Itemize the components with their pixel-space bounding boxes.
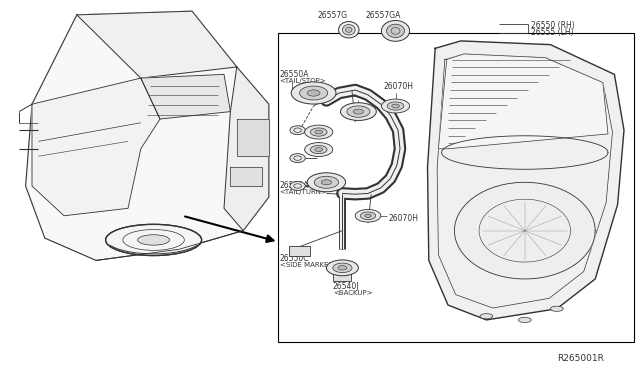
Ellipse shape [290, 126, 305, 135]
Ellipse shape [305, 125, 333, 139]
Text: <SIDE MARKER>: <SIDE MARKER> [280, 262, 339, 268]
Ellipse shape [310, 128, 327, 136]
Polygon shape [26, 11, 269, 260]
Ellipse shape [315, 130, 323, 134]
Text: 26555 (LH): 26555 (LH) [531, 28, 574, 37]
Polygon shape [438, 54, 608, 149]
Polygon shape [230, 167, 262, 186]
Ellipse shape [353, 109, 364, 114]
Ellipse shape [305, 142, 333, 157]
Ellipse shape [326, 260, 358, 276]
Ellipse shape [365, 214, 371, 217]
Ellipse shape [340, 103, 376, 121]
Polygon shape [237, 119, 269, 156]
Ellipse shape [480, 314, 493, 319]
Text: 26550A: 26550A [280, 182, 309, 190]
Text: 26540J: 26540J [333, 282, 359, 291]
Text: <TAIL/TURN>: <TAIL/TURN> [280, 189, 328, 195]
Ellipse shape [307, 90, 320, 96]
Ellipse shape [291, 82, 336, 104]
Ellipse shape [290, 154, 305, 163]
Ellipse shape [314, 176, 339, 188]
FancyBboxPatch shape [333, 272, 351, 281]
Ellipse shape [138, 235, 170, 245]
Ellipse shape [381, 20, 410, 41]
Ellipse shape [310, 145, 327, 154]
Ellipse shape [315, 148, 323, 151]
FancyBboxPatch shape [278, 33, 634, 342]
Ellipse shape [346, 27, 352, 32]
Polygon shape [224, 67, 269, 231]
Ellipse shape [321, 180, 332, 185]
Ellipse shape [381, 99, 410, 113]
Ellipse shape [360, 212, 376, 219]
Ellipse shape [392, 104, 399, 108]
Ellipse shape [550, 306, 563, 311]
Ellipse shape [339, 22, 359, 38]
Ellipse shape [300, 86, 328, 100]
Ellipse shape [333, 263, 352, 273]
Text: 26551: 26551 [349, 90, 373, 99]
Text: 26550 (RH): 26550 (RH) [531, 21, 575, 30]
Text: 26070H: 26070H [388, 214, 419, 223]
Ellipse shape [355, 209, 381, 222]
Polygon shape [428, 41, 624, 320]
Ellipse shape [347, 106, 370, 117]
Text: 26557GA: 26557GA [365, 11, 401, 20]
FancyBboxPatch shape [289, 246, 310, 256]
Text: <TAIL/STOP>: <TAIL/STOP> [280, 78, 326, 84]
Text: <BACKUP>: <BACKUP> [333, 290, 372, 296]
Text: 26070H: 26070H [384, 82, 414, 91]
Polygon shape [141, 74, 230, 119]
Ellipse shape [290, 182, 305, 190]
Polygon shape [77, 11, 237, 78]
Ellipse shape [387, 102, 404, 110]
Ellipse shape [387, 24, 404, 38]
Ellipse shape [518, 317, 531, 323]
Text: 26550A: 26550A [280, 70, 309, 79]
Ellipse shape [106, 224, 202, 256]
Text: 26550C: 26550C [280, 254, 309, 263]
Text: 26557G: 26557G [317, 11, 348, 20]
Ellipse shape [342, 25, 355, 35]
Polygon shape [454, 182, 595, 279]
Ellipse shape [338, 266, 347, 270]
Text: R265001R: R265001R [557, 355, 604, 363]
Polygon shape [32, 78, 160, 216]
Ellipse shape [307, 173, 346, 192]
